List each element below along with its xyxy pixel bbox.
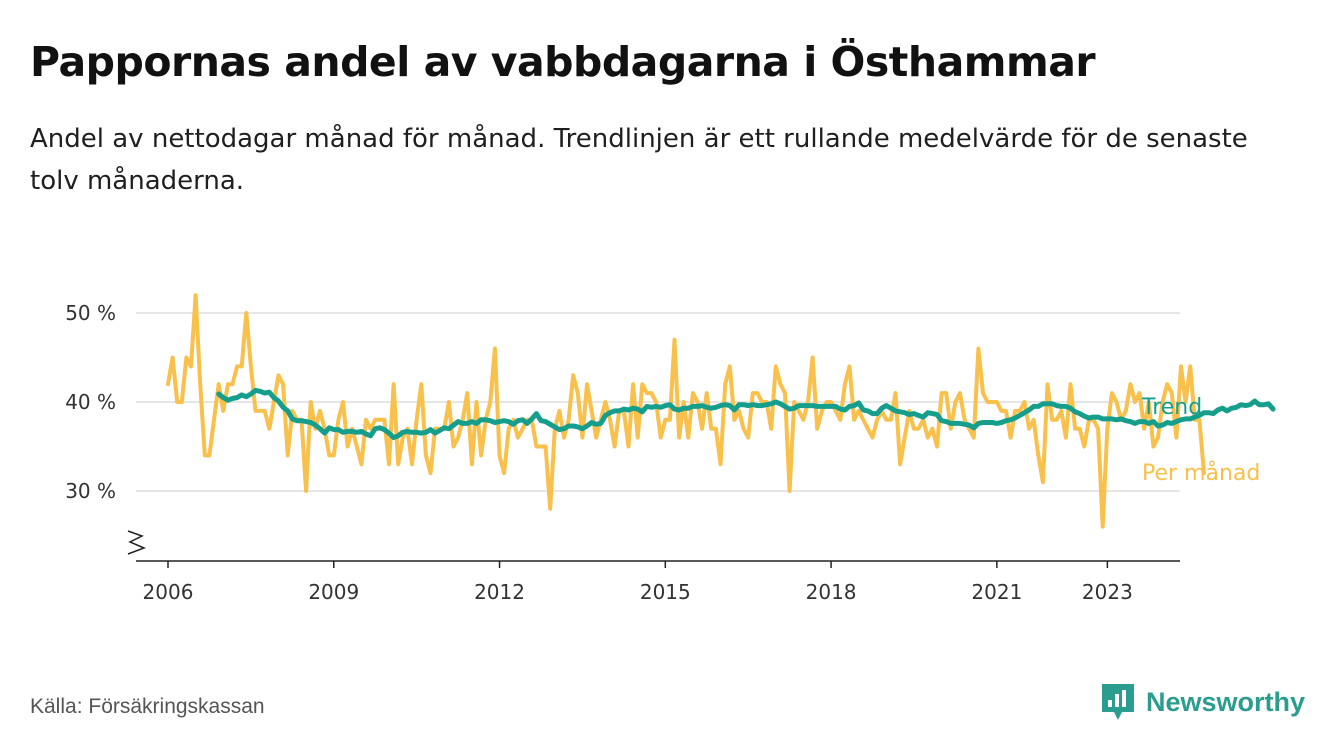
chart-subtitle: Andel av nettodagar månad för månad. Tre…	[30, 124, 1248, 196]
x-tick-label: 2012	[474, 580, 525, 604]
axis-break-icon	[127, 530, 147, 555]
series-line-per-manad	[166, 293, 1206, 529]
x-tick-label: 2018	[806, 580, 857, 604]
line-chart: 30 % 40 % 50 % 2006 2009 2012 2015 2018 2021 2023…	[65, 293, 1276, 604]
x-tick-label: 2021	[971, 580, 1022, 604]
legend-label-trend: Trend	[1141, 395, 1202, 420]
x-tick-label: 2023	[1082, 580, 1133, 604]
x-tick-label: 2009	[308, 580, 359, 604]
x-tick-label: 2006	[143, 580, 194, 604]
brand-logo: Newsworthy	[1100, 680, 1305, 724]
x-tick-label: 2015	[640, 580, 691, 604]
source-note: Källa: Försäkringskassan	[30, 695, 265, 718]
brand-name: Newsworthy	[1146, 686, 1306, 717]
newsworthy-logo-icon	[1102, 684, 1134, 720]
y-tick-label: 40 %	[65, 390, 116, 414]
legend-label-per-manad: Per månad	[1142, 460, 1260, 486]
y-tick-label: 30 %	[65, 479, 116, 503]
chart-title: Pappornas andel av vabbdagarna i Östhamm…	[30, 38, 1096, 86]
y-tick-label: 50 %	[65, 301, 116, 325]
series-line-trend	[216, 387, 1276, 441]
